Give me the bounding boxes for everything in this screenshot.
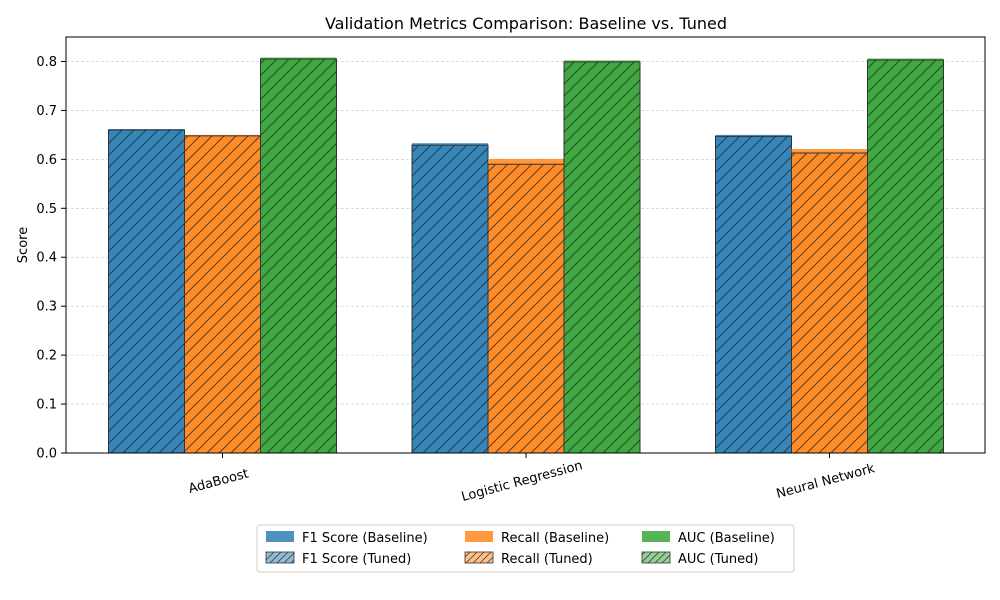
- legend-swatch-baseline: [465, 531, 493, 542]
- legend-label: F1 Score (Tuned): [302, 552, 411, 567]
- bar-hatch-tuned: [185, 136, 261, 453]
- x-tick-label: AdaBoost: [187, 466, 250, 496]
- legend-swatch-tuned-hatch: [266, 552, 294, 563]
- bar-hatch-tuned: [564, 62, 640, 453]
- bar-hatch-tuned: [488, 164, 564, 453]
- y-tick-label: 0.0: [36, 447, 57, 462]
- legend-swatch-baseline: [642, 531, 670, 542]
- bar-hatch-tuned: [412, 145, 488, 453]
- y-tick-label: 0.4: [36, 251, 57, 266]
- bar-hatch-tuned: [792, 153, 868, 453]
- y-tick-label: 0.1: [36, 398, 57, 413]
- y-tick-label: 0.7: [36, 104, 57, 119]
- y-tick-label: 0.8: [36, 55, 57, 70]
- bar-hatch-tuned: [109, 130, 185, 453]
- bars: [109, 58, 944, 453]
- bar-hatch-tuned: [868, 60, 944, 453]
- x-axis: AdaBoost Logistic Regression Neural Networ…: [187, 453, 877, 505]
- y-axis-label: Score: [16, 227, 31, 263]
- x-tick-label: Neural Network: [775, 461, 877, 502]
- legend-label: Recall (Tuned): [501, 552, 593, 567]
- legend-swatch-tuned-hatch: [465, 552, 493, 563]
- legend-swatch-tuned-hatch: [642, 552, 670, 563]
- y-tick-label: 0.3: [36, 300, 57, 315]
- y-tick-label: 0.6: [36, 153, 57, 168]
- legend-label: AUC (Tuned): [678, 552, 758, 567]
- bar-hatch-tuned: [716, 136, 792, 453]
- chart-title: Validation Metrics Comparison: Baseline …: [325, 14, 727, 33]
- legend-label: AUC (Baseline): [678, 531, 775, 546]
- legend: F1 Score (Baseline) F1 Score (Tuned) Recal…: [257, 525, 794, 572]
- y-axis: 0.0 0.1 0.2 0.3 0.4 0.5 0.6 0.7 0.8: [36, 55, 66, 462]
- y-tick-label: 0.5: [36, 202, 57, 217]
- y-tick-label: 0.2: [36, 349, 57, 364]
- x-tick-label: Logistic Regression: [460, 458, 584, 505]
- legend-label: Recall (Baseline): [501, 531, 609, 546]
- legend-label: F1 Score (Baseline): [302, 531, 428, 546]
- bar-hatch-tuned: [261, 59, 337, 453]
- legend-swatch-baseline: [266, 531, 294, 542]
